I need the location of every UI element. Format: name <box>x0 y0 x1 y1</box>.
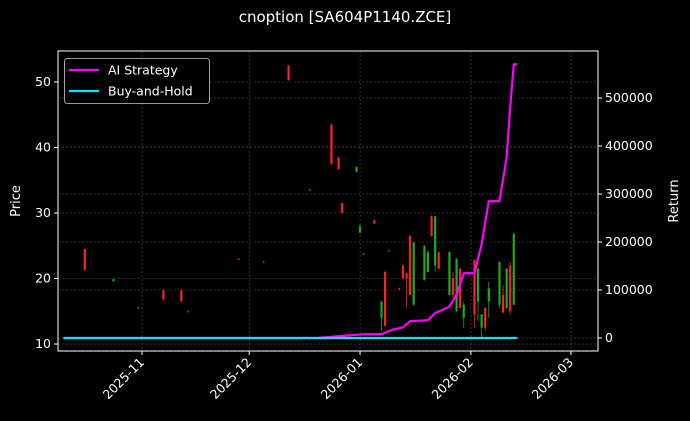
candle-body <box>180 290 183 302</box>
candle-body <box>473 260 476 315</box>
candle-body <box>387 250 390 252</box>
candle-body <box>287 65 290 81</box>
candle-body <box>398 288 401 290</box>
candle-body <box>512 233 515 305</box>
candle-body <box>373 220 376 224</box>
x-tick-label: 2026-01 <box>318 355 366 403</box>
candle-body <box>362 253 365 255</box>
candle-body <box>330 124 333 164</box>
candle-body <box>380 301 383 318</box>
y-left-tick-label: 20 <box>35 271 51 286</box>
y-left-tick-label: 50 <box>35 74 51 89</box>
candle-body <box>501 294 505 313</box>
candle-body <box>462 304 465 318</box>
y-right-tick-label: 300000 <box>605 186 653 201</box>
candle-body <box>409 235 412 295</box>
chart-title: cnoption [SA604P1140.ZCE] <box>238 8 452 26</box>
candle-body <box>423 245 426 280</box>
candle-body <box>412 242 415 305</box>
legend-box <box>64 58 210 104</box>
candle-body <box>480 314 483 328</box>
y-left-tick-label: 30 <box>35 205 51 220</box>
candle-body <box>505 268 508 308</box>
candle-body <box>358 226 362 233</box>
y-left-tick-label: 40 <box>35 140 51 155</box>
candle-body <box>162 290 165 300</box>
legend-buy-and-hold-label: Buy-and-Hold <box>108 84 193 99</box>
candle-body <box>308 189 312 191</box>
candle-body <box>426 252 430 272</box>
candle-body <box>509 265 512 312</box>
y-left-tick-label: 10 <box>35 336 51 351</box>
candle-body <box>451 278 455 295</box>
candle-body <box>237 258 240 260</box>
candle-body <box>437 252 440 269</box>
y-right-tick-label: 500000 <box>605 90 653 105</box>
y-axis-label-return: Return <box>667 179 682 222</box>
candle-body <box>137 307 140 309</box>
plot-frame <box>57 50 599 352</box>
candle-body <box>459 268 462 308</box>
candle-body <box>405 273 408 279</box>
candle-body <box>337 157 340 170</box>
candle-body <box>455 258 458 312</box>
y-axis-label-price: Price <box>9 185 24 217</box>
y-right-tick-label: 0 <box>605 330 613 345</box>
candle-body <box>262 261 265 263</box>
y-right-tick-label: 400000 <box>605 138 653 153</box>
candle-body <box>484 307 487 328</box>
candle-body <box>341 203 344 213</box>
y-right-tick-label: 100000 <box>605 282 653 297</box>
candle-body <box>384 271 387 326</box>
candle-body <box>112 279 115 282</box>
candle-body <box>487 288 490 302</box>
candle-body <box>498 262 501 305</box>
x-tick-label: 2026-03 <box>529 355 577 403</box>
x-tick-label: 2025-11 <box>100 355 148 403</box>
candle-body <box>430 216 433 236</box>
candle-body <box>187 311 190 313</box>
y-right-tick-label: 200000 <box>605 234 653 249</box>
x-tick-label: 2025-12 <box>207 355 255 403</box>
x-tick-label: 2026-02 <box>428 355 476 403</box>
candle-body <box>476 268 480 302</box>
candle-body <box>401 265 405 279</box>
candle-body <box>434 216 437 266</box>
ai-strategy-line <box>63 63 518 340</box>
candle-body <box>83 249 86 270</box>
candle-body <box>355 167 358 172</box>
candle-body <box>448 252 451 295</box>
legend-ai-strategy-label: AI Strategy <box>108 63 178 78</box>
